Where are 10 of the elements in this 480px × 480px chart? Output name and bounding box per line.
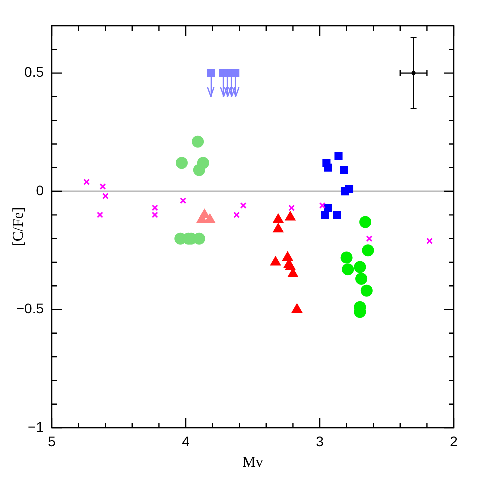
y-tick-label: 0 xyxy=(36,182,44,198)
x-tick-label: 2 xyxy=(450,433,458,450)
y-tick-label: −0.5 xyxy=(16,300,44,317)
x-tick-label: 5 xyxy=(48,433,56,450)
x-tick-label: 4 xyxy=(182,433,190,450)
y-axis-title: [C/Fe] xyxy=(10,207,27,247)
x-axis-title: Mv xyxy=(242,454,264,471)
x-tick-label: 3 xyxy=(316,433,324,450)
y-tick-label: 0.5 xyxy=(24,64,44,80)
y-tick-label: −1 xyxy=(28,418,44,435)
